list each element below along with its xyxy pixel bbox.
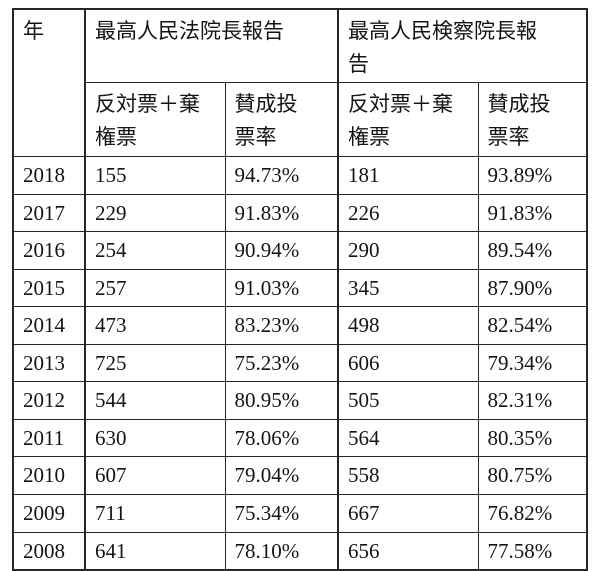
cell-year: 2012 bbox=[12, 381, 86, 420]
cell-proc-rate: 76.82% bbox=[477, 494, 588, 533]
cell-court-rate: 78.06% bbox=[224, 418, 339, 458]
cell-proc-opposed: 564 bbox=[337, 418, 479, 458]
cell-court-rate: 79.04% bbox=[224, 456, 339, 496]
cell-court-rate: 91.03% bbox=[224, 268, 339, 308]
table-row: 2016 254 90.94% 290 89.54% bbox=[12, 231, 588, 270]
cell-court-rate: 90.94% bbox=[224, 231, 339, 270]
cell-year: 2010 bbox=[12, 456, 86, 496]
cell-proc-opposed: 558 bbox=[337, 456, 479, 496]
cell-proc-opposed: 505 bbox=[337, 381, 479, 420]
cell-court-opposed: 257 bbox=[84, 268, 226, 308]
table-row: 2010 607 79.04% 558 80.75% bbox=[12, 456, 588, 496]
cell-proc-opposed: 656 bbox=[337, 531, 479, 571]
cell-proc-rate: 80.75% bbox=[477, 456, 588, 496]
cell-proc-rate: 82.31% bbox=[477, 381, 588, 420]
cell-year: 2017 bbox=[12, 193, 86, 233]
cell-court-rate: 78.10% bbox=[224, 531, 339, 571]
cell-court-opposed: 473 bbox=[84, 306, 226, 345]
cell-year: 2014 bbox=[12, 306, 86, 345]
cell-proc-opposed: 498 bbox=[337, 306, 479, 345]
table-header: 年 最高人民法院長報告 最高人民検察院長報 告 反対票＋棄 権票 賛成投 票率 … bbox=[12, 8, 588, 158]
table-body: 2018 155 94.73% 181 93.89% 2017 229 91.8… bbox=[12, 156, 588, 571]
cell-court-opposed: 607 bbox=[84, 456, 226, 496]
cell-proc-rate: 79.34% bbox=[477, 343, 588, 383]
cell-court-opposed: 229 bbox=[84, 193, 226, 233]
cell-court-rate: 94.73% bbox=[224, 156, 339, 195]
subheader-proc-opposed-abstain: 反対票＋棄 権票 bbox=[337, 82, 479, 158]
vote-results-table: 年 最高人民法院長報告 最高人民検察院長報 告 反対票＋棄 権票 賛成投 票率 … bbox=[12, 8, 588, 571]
header-group-supreme-court-report: 最高人民法院長報告 bbox=[84, 8, 339, 84]
table-row: 2012 544 80.95% 505 82.31% bbox=[12, 381, 588, 420]
cell-year: 2008 bbox=[12, 531, 86, 571]
cell-year: 2011 bbox=[12, 418, 86, 458]
cell-court-opposed: 711 bbox=[84, 494, 226, 533]
cell-proc-opposed: 290 bbox=[337, 231, 479, 270]
cell-court-rate: 91.83% bbox=[224, 193, 339, 233]
table-row: 2008 641 78.10% 656 77.58% bbox=[12, 531, 588, 571]
subheader-court-opposed-abstain: 反対票＋棄 権票 bbox=[84, 82, 226, 158]
cell-court-opposed: 630 bbox=[84, 418, 226, 458]
table-row: 2009 711 75.34% 667 76.82% bbox=[12, 494, 588, 533]
cell-proc-opposed: 667 bbox=[337, 494, 479, 533]
cell-proc-opposed: 345 bbox=[337, 268, 479, 308]
table-row: 2018 155 94.73% 181 93.89% bbox=[12, 156, 588, 195]
cell-year: 2013 bbox=[12, 343, 86, 383]
cell-court-opposed: 155 bbox=[84, 156, 226, 195]
cell-court-rate: 83.23% bbox=[224, 306, 339, 345]
table-row: 2015 257 91.03% 345 87.90% bbox=[12, 268, 588, 308]
header-group-supreme-procuratorate-report: 最高人民検察院長報 告 bbox=[337, 8, 588, 84]
cell-proc-rate: 89.54% bbox=[477, 231, 588, 270]
cell-year: 2018 bbox=[12, 156, 86, 195]
table-row: 2011 630 78.06% 564 80.35% bbox=[12, 418, 588, 458]
header-year: 年 bbox=[12, 8, 86, 158]
cell-proc-opposed: 606 bbox=[337, 343, 479, 383]
cell-court-rate: 80.95% bbox=[224, 381, 339, 420]
cell-proc-rate: 80.35% bbox=[477, 418, 588, 458]
subheader-court-approval-rate: 賛成投 票率 bbox=[224, 82, 339, 158]
cell-proc-rate: 87.90% bbox=[477, 268, 588, 308]
cell-proc-rate: 91.83% bbox=[477, 193, 588, 233]
table-row: 2014 473 83.23% 498 82.54% bbox=[12, 306, 588, 345]
cell-year: 2016 bbox=[12, 231, 86, 270]
cell-court-rate: 75.23% bbox=[224, 343, 339, 383]
cell-proc-opposed: 181 bbox=[337, 156, 479, 195]
cell-court-opposed: 544 bbox=[84, 381, 226, 420]
cell-proc-rate: 77.58% bbox=[477, 531, 588, 571]
cell-year: 2009 bbox=[12, 494, 86, 533]
cell-proc-opposed: 226 bbox=[337, 193, 479, 233]
cell-court-rate: 75.34% bbox=[224, 494, 339, 533]
cell-proc-rate: 82.54% bbox=[477, 306, 588, 345]
cell-year: 2015 bbox=[12, 268, 86, 308]
table-row: 2017 229 91.83% 226 91.83% bbox=[12, 193, 588, 233]
cell-court-opposed: 641 bbox=[84, 531, 226, 571]
document-page: 年 最高人民法院長報告 最高人民検察院長報 告 反対票＋棄 権票 賛成投 票率 … bbox=[12, 8, 588, 571]
subheader-proc-approval-rate: 賛成投 票率 bbox=[477, 82, 588, 158]
cell-proc-rate: 93.89% bbox=[477, 156, 588, 195]
table-row: 2013 725 75.23% 606 79.34% bbox=[12, 343, 588, 383]
cell-court-opposed: 254 bbox=[84, 231, 226, 270]
cell-court-opposed: 725 bbox=[84, 343, 226, 383]
